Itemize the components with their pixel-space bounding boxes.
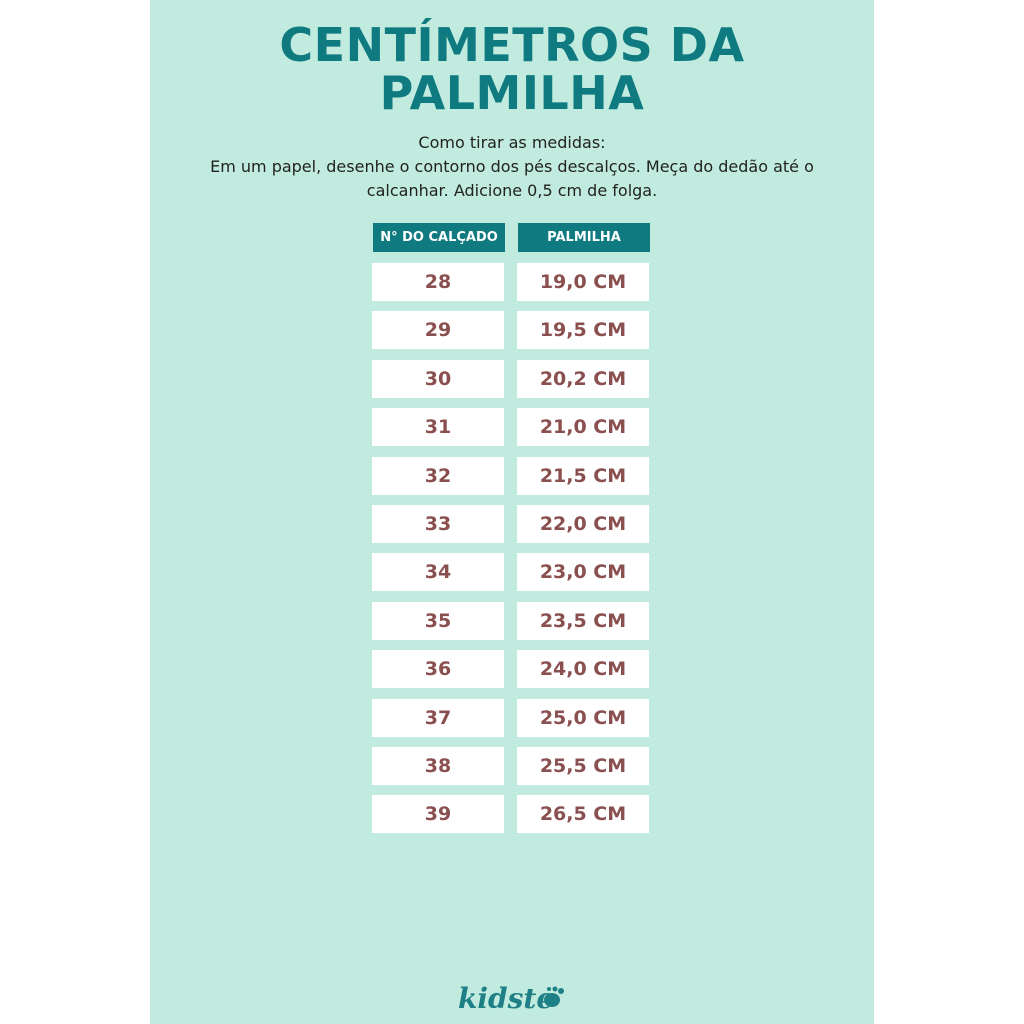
column-header: N° DO CALÇADO bbox=[373, 223, 505, 252]
insole-cell: 23,5 CM bbox=[517, 601, 649, 640]
size-cell: 38 bbox=[372, 747, 504, 785]
insole-cell: 23,0 CM bbox=[517, 553, 649, 592]
panel bbox=[150, 0, 874, 1024]
size-cell: 33 bbox=[372, 505, 504, 543]
size-cell: 37 bbox=[372, 698, 504, 737]
column-header: PALMILHA bbox=[518, 223, 650, 252]
logo-text: kidste bbox=[458, 982, 555, 1015]
insole-cell: 21,5 CM bbox=[517, 456, 649, 495]
size-cell: 34 bbox=[372, 553, 504, 592]
size-cell: 32 bbox=[372, 456, 504, 495]
logo: kidste bbox=[458, 982, 554, 1015]
size-cell: 29 bbox=[372, 311, 504, 350]
instruction-heading: Como tirar as medidas: bbox=[418, 133, 606, 152]
insole-cell: 20,2 CM bbox=[517, 359, 649, 398]
insole-cell: 19,5 CM bbox=[517, 311, 649, 350]
size-cell: 30 bbox=[372, 359, 504, 398]
insole-cell: 21,0 CM bbox=[517, 408, 649, 447]
size-cell: 31 bbox=[372, 408, 504, 447]
insole-cell: 22,0 CM bbox=[517, 505, 649, 543]
instruction-text: Em um papel, desenhe o contorno dos pés … bbox=[210, 157, 814, 200]
size-cell: 36 bbox=[372, 650, 504, 689]
insole-cell: 24,0 CM bbox=[517, 650, 649, 689]
title-line: CENTÍMETROS DA bbox=[279, 18, 745, 72]
insole-cell: 25,0 CM bbox=[517, 698, 649, 737]
insole-cell: 19,0 CM bbox=[517, 263, 649, 301]
insole-cell: 26,5 CM bbox=[517, 795, 649, 834]
logo-foot-icon bbox=[544, 986, 564, 1007]
size-cell: 39 bbox=[372, 795, 504, 834]
size-cell: 28 bbox=[372, 263, 504, 301]
size-cell: 35 bbox=[372, 601, 504, 640]
insole-cell: 25,5 CM bbox=[517, 747, 649, 785]
title-line: PALMILHA bbox=[379, 66, 645, 120]
